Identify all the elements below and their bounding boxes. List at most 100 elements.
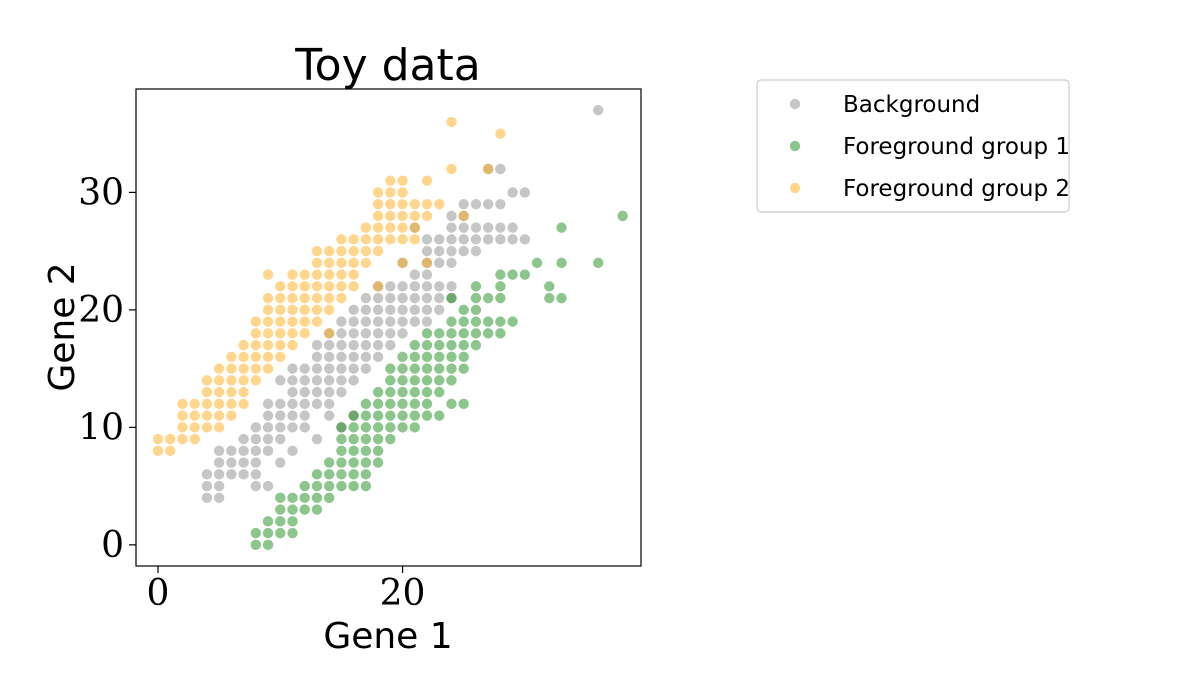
data-point bbox=[275, 457, 286, 468]
data-point bbox=[434, 363, 445, 374]
data-point bbox=[372, 433, 384, 445]
legend-entry: Foreground group 1 bbox=[789, 134, 1070, 160]
data-point bbox=[275, 422, 286, 433]
data-point bbox=[275, 304, 286, 316]
data-point bbox=[348, 410, 359, 421]
data-point bbox=[348, 363, 359, 374]
data-point bbox=[213, 492, 225, 504]
data-point bbox=[495, 328, 506, 339]
data-point bbox=[348, 316, 359, 327]
data-point bbox=[470, 292, 482, 304]
data-point bbox=[250, 480, 262, 492]
data-point bbox=[421, 245, 433, 257]
data-point bbox=[434, 234, 445, 245]
data-point bbox=[397, 292, 408, 304]
data-point bbox=[482, 163, 494, 175]
data-point bbox=[275, 375, 286, 386]
data-point bbox=[287, 292, 298, 304]
data-point bbox=[593, 257, 604, 269]
data-point bbox=[275, 339, 286, 351]
data-point bbox=[421, 386, 433, 398]
data-point bbox=[226, 410, 237, 421]
data-point bbox=[409, 222, 420, 233]
data-point bbox=[226, 445, 237, 457]
data-point bbox=[262, 445, 274, 457]
data-point bbox=[287, 527, 298, 539]
data-point bbox=[299, 304, 310, 316]
data-point bbox=[385, 410, 396, 421]
data-point bbox=[275, 516, 286, 527]
data-point bbox=[287, 269, 298, 280]
data-point bbox=[287, 375, 298, 386]
data-point bbox=[336, 316, 347, 327]
data-point bbox=[434, 410, 445, 421]
data-point bbox=[421, 210, 433, 222]
data-point bbox=[348, 457, 359, 468]
data-point bbox=[421, 257, 433, 269]
data-point bbox=[458, 234, 469, 245]
data-point bbox=[446, 234, 457, 245]
data-point bbox=[519, 234, 531, 245]
data-point bbox=[360, 445, 372, 457]
data-point bbox=[336, 245, 347, 257]
data-point bbox=[262, 410, 274, 421]
data-point bbox=[470, 304, 482, 316]
data-point bbox=[397, 304, 408, 316]
data-point bbox=[385, 386, 396, 398]
data-point bbox=[434, 339, 445, 351]
data-point bbox=[323, 328, 335, 339]
data-point bbox=[385, 292, 396, 304]
data-point bbox=[275, 292, 286, 304]
data-point bbox=[360, 257, 372, 269]
data-point bbox=[385, 363, 396, 374]
data-point bbox=[177, 410, 188, 421]
data-point bbox=[250, 469, 262, 480]
data-point bbox=[201, 480, 213, 492]
data-point bbox=[372, 304, 384, 316]
data-point bbox=[397, 351, 408, 363]
data-point bbox=[311, 492, 323, 504]
data-point bbox=[458, 398, 469, 410]
data-point bbox=[177, 398, 188, 410]
data-point bbox=[507, 222, 518, 233]
data-point bbox=[287, 316, 298, 327]
data-point bbox=[421, 269, 433, 280]
data-point bbox=[495, 222, 506, 233]
data-point bbox=[495, 316, 506, 327]
data-point bbox=[446, 222, 457, 233]
data-point bbox=[409, 292, 420, 304]
y-axis-label: Gene 2 bbox=[42, 262, 83, 391]
data-point bbox=[275, 398, 286, 410]
data-point bbox=[372, 281, 384, 292]
data-point bbox=[372, 351, 384, 363]
data-point bbox=[238, 398, 249, 410]
data-point bbox=[262, 339, 274, 351]
data-point bbox=[397, 328, 408, 339]
y-axis-ticks: 0 10 20 30 bbox=[78, 172, 136, 566]
data-point bbox=[434, 245, 445, 257]
data-point bbox=[372, 328, 384, 339]
data-point bbox=[348, 234, 359, 245]
data-point bbox=[262, 328, 274, 339]
data-point bbox=[323, 398, 335, 410]
x-axis-ticks: 0 20 bbox=[147, 566, 425, 614]
data-point bbox=[372, 187, 384, 198]
data-point bbox=[299, 398, 310, 410]
data-point bbox=[434, 198, 445, 210]
data-point bbox=[262, 269, 274, 280]
data-point bbox=[299, 504, 310, 515]
data-point bbox=[409, 339, 420, 351]
data-point bbox=[409, 316, 420, 327]
data-point bbox=[617, 210, 628, 222]
data-point bbox=[458, 339, 469, 351]
data-point bbox=[323, 292, 335, 304]
data-point bbox=[323, 457, 335, 468]
data-point bbox=[262, 539, 274, 551]
legend-frame bbox=[756, 79, 1070, 213]
data-point bbox=[348, 328, 359, 339]
data-point bbox=[421, 257, 433, 269]
data-point bbox=[397, 257, 408, 269]
data-point bbox=[323, 386, 335, 398]
data-point bbox=[360, 292, 372, 304]
